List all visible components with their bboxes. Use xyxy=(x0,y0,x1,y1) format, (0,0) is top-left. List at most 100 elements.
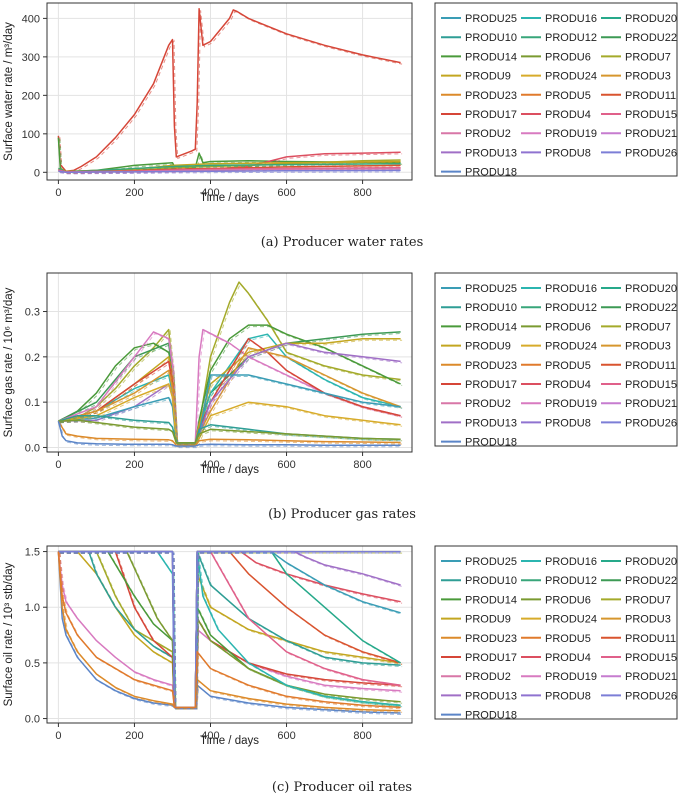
legend-item-produ11: PRODU11 xyxy=(601,633,676,645)
legend-item-produ3: PRODU3 xyxy=(601,71,671,83)
legend-item-produ5: PRODU5 xyxy=(521,633,591,645)
series-line-dashed-produ5 xyxy=(59,553,403,710)
legend-item-produ15: PRODU15 xyxy=(601,109,677,121)
series-line-produ18 xyxy=(57,551,401,714)
legend-item-produ24: PRODU24 xyxy=(521,614,597,626)
series-line-dashed-produ16 xyxy=(59,552,403,710)
plot-frame xyxy=(46,2,413,181)
series-line-produ23 xyxy=(57,551,401,712)
legend-label: PRODU14 xyxy=(465,321,517,333)
legend-label: PRODU6 xyxy=(545,51,591,63)
chart-panel-3: 0 200 400 600 800 0.0 0.5 1.0 1.5 Time / days Surf… xyxy=(3,545,678,795)
x-tick-label: 0 xyxy=(55,187,61,199)
legend-item-produ16: PRODU16 xyxy=(521,283,597,295)
legend-item-produ21: PRODU21 xyxy=(601,128,677,140)
legend-item-produ2: PRODU2 xyxy=(441,128,511,140)
legend-label: PRODU12 xyxy=(545,302,597,314)
legend-label: PRODU5 xyxy=(545,360,591,372)
series-line-produ26 xyxy=(58,169,401,174)
legend-frame xyxy=(434,545,678,720)
series-line-dashed-produ23 xyxy=(59,422,403,448)
series-line-dashed-produ15 xyxy=(59,552,403,710)
legend-item-produ7: PRODU7 xyxy=(601,594,671,606)
legend-item-produ13: PRODU13 xyxy=(441,147,517,159)
legend-label: PRODU2 xyxy=(465,128,511,140)
legend: PRODU25 PRODU16 PRODU20 PRODU10 PRODU12 PRODU… xyxy=(434,545,678,722)
legend-item-produ7: PRODU7 xyxy=(601,321,671,333)
legend-label: PRODU14 xyxy=(465,594,517,606)
x-tick-label: 800 xyxy=(353,459,371,471)
series-line-dashed-produ6 xyxy=(59,421,403,445)
legend-item-produ19: PRODU19 xyxy=(521,398,597,410)
series-line-dashed-produ10 xyxy=(59,552,403,710)
x-axis-label: Time / days xyxy=(200,735,259,747)
series-line-dashed-produ17 xyxy=(59,10,403,174)
legend-label: PRODU23 xyxy=(465,90,517,102)
legend-item-produ17: PRODU17 xyxy=(441,379,517,391)
legend-label: PRODU5 xyxy=(545,90,591,102)
figure-caption: (b) Producer gas rates xyxy=(268,507,416,522)
plot-frame xyxy=(46,545,413,724)
legend-label: PRODU25 xyxy=(465,283,517,295)
legend-item-produ24: PRODU24 xyxy=(521,71,597,83)
y-tick-label: 0.2 xyxy=(25,352,40,364)
legend-label: PRODU10 xyxy=(465,302,517,314)
legend-label: PRODU9 xyxy=(465,614,511,626)
series-line-produ5 xyxy=(57,551,401,709)
legend-label: PRODU17 xyxy=(465,109,517,121)
legend-label: PRODU19 xyxy=(545,671,597,683)
legend-item-produ22: PRODU22 xyxy=(601,302,677,314)
legend-label: PRODU3 xyxy=(625,71,671,83)
series-line-produ19 xyxy=(58,328,401,444)
series-line-dashed-produ9 xyxy=(59,339,403,445)
legend-item-produ26: PRODU26 xyxy=(601,147,677,159)
x-tick-label: 800 xyxy=(353,730,371,742)
legend-item-produ6: PRODU6 xyxy=(521,594,591,606)
legend-label: PRODU15 xyxy=(625,652,677,664)
x-axis-label: Time / days xyxy=(200,464,259,476)
series-line-dashed-produ18 xyxy=(59,553,403,715)
legend-label: PRODU13 xyxy=(465,147,517,159)
legend-item-produ5: PRODU5 xyxy=(521,90,591,102)
series-line-dashed-produ20 xyxy=(59,552,403,710)
legend-label: PRODU10 xyxy=(465,32,517,44)
legend-label: PRODU22 xyxy=(625,32,677,44)
x-tick-label: 0 xyxy=(55,459,61,471)
legend-label: PRODU19 xyxy=(545,128,597,140)
legend-label: PRODU24 xyxy=(545,71,597,83)
series-line-produ23 xyxy=(57,420,401,446)
series-line-dashed-produ26 xyxy=(59,171,403,175)
legend-label: PRODU18 xyxy=(465,167,517,179)
legend-item-produ25: PRODU25 xyxy=(441,283,517,295)
legend-item-produ23: PRODU23 xyxy=(441,360,517,372)
legend-label: PRODU6 xyxy=(545,321,591,333)
x-tick-label: 800 xyxy=(353,187,371,199)
legend-label: PRODU10 xyxy=(465,575,517,587)
legend-item-produ10: PRODU10 xyxy=(441,575,517,587)
y-axis-label: Surface oil rate / 10³ stb/day xyxy=(3,562,15,706)
plot-frame xyxy=(46,272,413,453)
figure-caption: (a) Producer water rates xyxy=(261,235,424,250)
legend-label: PRODU15 xyxy=(625,379,677,391)
legend-item-produ12: PRODU12 xyxy=(521,32,597,44)
legend-item-produ16: PRODU16 xyxy=(521,13,597,25)
x-tick-label: 200 xyxy=(125,187,143,199)
legend-item-produ22: PRODU22 xyxy=(601,32,677,44)
series-line-produ17 xyxy=(57,8,401,172)
legend-label: PRODU25 xyxy=(465,556,517,568)
legend-item-produ11: PRODU11 xyxy=(601,90,676,102)
legend-label: PRODU26 xyxy=(625,417,677,429)
series-line-produ24 xyxy=(58,383,401,444)
series-line-dashed-produ18 xyxy=(59,422,403,449)
x-tick-label: 200 xyxy=(125,459,143,471)
legend-label: PRODU20 xyxy=(625,556,677,568)
legend-item-produ16: PRODU16 xyxy=(521,556,597,568)
legend-label: PRODU21 xyxy=(625,128,677,140)
legend-label: PRODU14 xyxy=(465,51,517,63)
legend-item-produ5: PRODU5 xyxy=(521,360,591,372)
legend-item-produ25: PRODU25 xyxy=(441,556,517,568)
x-tick-label: 400 xyxy=(201,730,219,742)
legend-item-produ13: PRODU13 xyxy=(441,690,517,702)
legend-item-produ18: PRODU18 xyxy=(441,437,517,449)
